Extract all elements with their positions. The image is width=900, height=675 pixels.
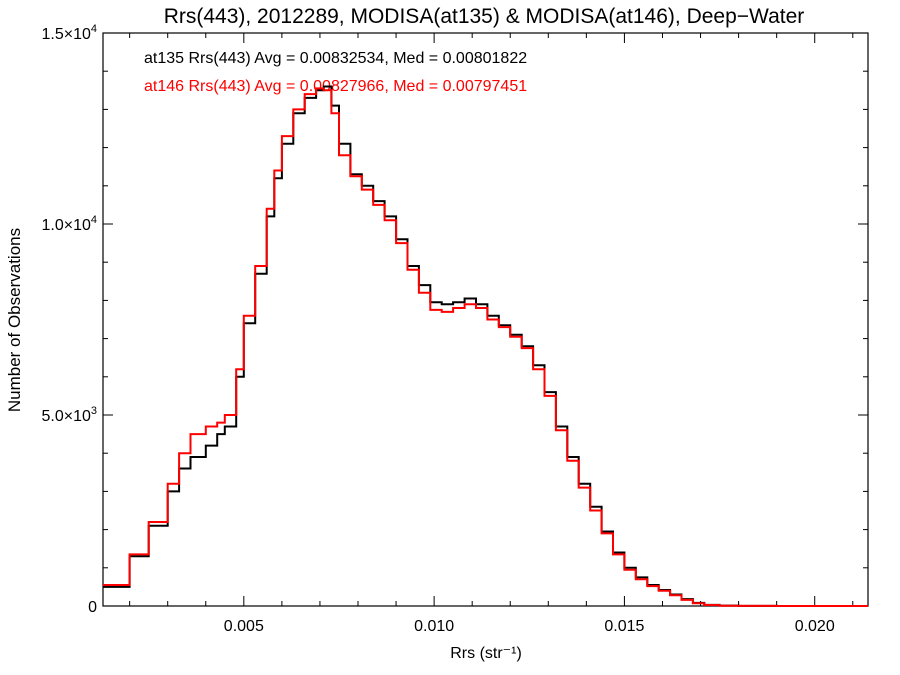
data-point: [129, 554, 130, 555]
data-point: [612, 554, 613, 555]
data-point: [719, 605, 720, 606]
data-point: [323, 86, 324, 87]
data-point: [384, 220, 385, 221]
data-point: [224, 426, 225, 427]
data-point: [316, 88, 317, 89]
chart-title: Rrs(443), 2012289, MODISA(at135) & MODIS…: [164, 5, 805, 28]
data-point: [475, 307, 476, 308]
data-point: [464, 304, 465, 305]
data-point: [498, 327, 499, 328]
series-line-1: [103, 87, 868, 607]
data-point: [544, 395, 545, 396]
data-point: [441, 311, 442, 312]
x-tick-label: 0.010: [414, 618, 454, 635]
data-point: [179, 453, 180, 454]
data-point: [217, 434, 218, 435]
data-point: [190, 434, 191, 435]
data-point: [373, 204, 374, 205]
data-point: [601, 533, 602, 534]
x-axis-label: Rrs (str⁻¹): [450, 645, 522, 662]
data-point: [338, 155, 339, 156]
y-tick-label: 1.5×104: [41, 23, 97, 43]
data-point: [224, 414, 225, 415]
data-point: [407, 269, 408, 270]
data-point: [350, 176, 351, 177]
data-point: [647, 586, 648, 587]
data-point: [635, 579, 636, 580]
data-point: [102, 584, 103, 585]
data-point: [205, 445, 206, 446]
data-point: [578, 487, 579, 488]
y-tick-label: 1.0×104: [41, 214, 97, 234]
data-point: [453, 302, 454, 303]
data-point: [555, 430, 556, 431]
data-point: [658, 590, 659, 591]
data-point: [266, 208, 267, 209]
data-point: [323, 90, 324, 91]
data-point: [102, 586, 103, 587]
data-point: [205, 426, 206, 427]
data-point: [190, 456, 191, 457]
data-point: [590, 510, 591, 511]
data-point: [453, 307, 454, 308]
annotation-at135: at135 Rrs(443) Avg = 0.00832534, Med = 0…: [144, 50, 527, 67]
data-point: [255, 265, 256, 266]
series-line-0: [103, 85, 868, 607]
data-point: [167, 483, 168, 484]
data-point: [441, 304, 442, 305]
data-point: [274, 170, 275, 171]
data-point: [521, 348, 522, 349]
data-point: [510, 336, 511, 337]
data-point: [293, 109, 294, 110]
x-tick-label: 0.015: [604, 618, 644, 635]
x-tick-label: 0.005: [224, 618, 264, 635]
annotation-at146: at146 Rrs(443) Avg = 0.00827966, Med = 0…: [144, 78, 527, 95]
data-point: [304, 94, 305, 95]
data-point: [487, 319, 488, 320]
y-tick-label: 0: [88, 599, 97, 616]
data-point: [361, 189, 362, 190]
data-point: [692, 603, 693, 604]
data-point: [814, 605, 815, 606]
data-point: [738, 605, 739, 606]
plot-area: 0.005 0.010 0.015 0.020 0 5.0×103 1.0×104 1.5×1…: [41, 23, 869, 635]
data-point: [776, 605, 777, 606]
data-point: [704, 604, 705, 605]
data-point: [624, 569, 625, 570]
plot-frame: [102, 32, 869, 607]
data-point: [281, 136, 282, 137]
data-point: [236, 369, 237, 370]
data-point: [670, 595, 671, 596]
data-point: [464, 298, 465, 299]
y-tick-label: 5.0×103: [41, 405, 97, 425]
data-point: [430, 309, 431, 310]
data-point: [681, 599, 682, 600]
data-point: [567, 460, 568, 461]
data-point: [418, 292, 419, 293]
data-point: [533, 369, 534, 370]
data-point: [396, 243, 397, 244]
x-tick-label: 0.020: [795, 618, 835, 635]
y-axis-label: Number of Observations: [5, 228, 24, 412]
data-point: [867, 605, 868, 606]
data-point: [243, 315, 244, 316]
data-point: [331, 113, 332, 114]
data-point: [148, 521, 149, 522]
data-point: [217, 422, 218, 423]
